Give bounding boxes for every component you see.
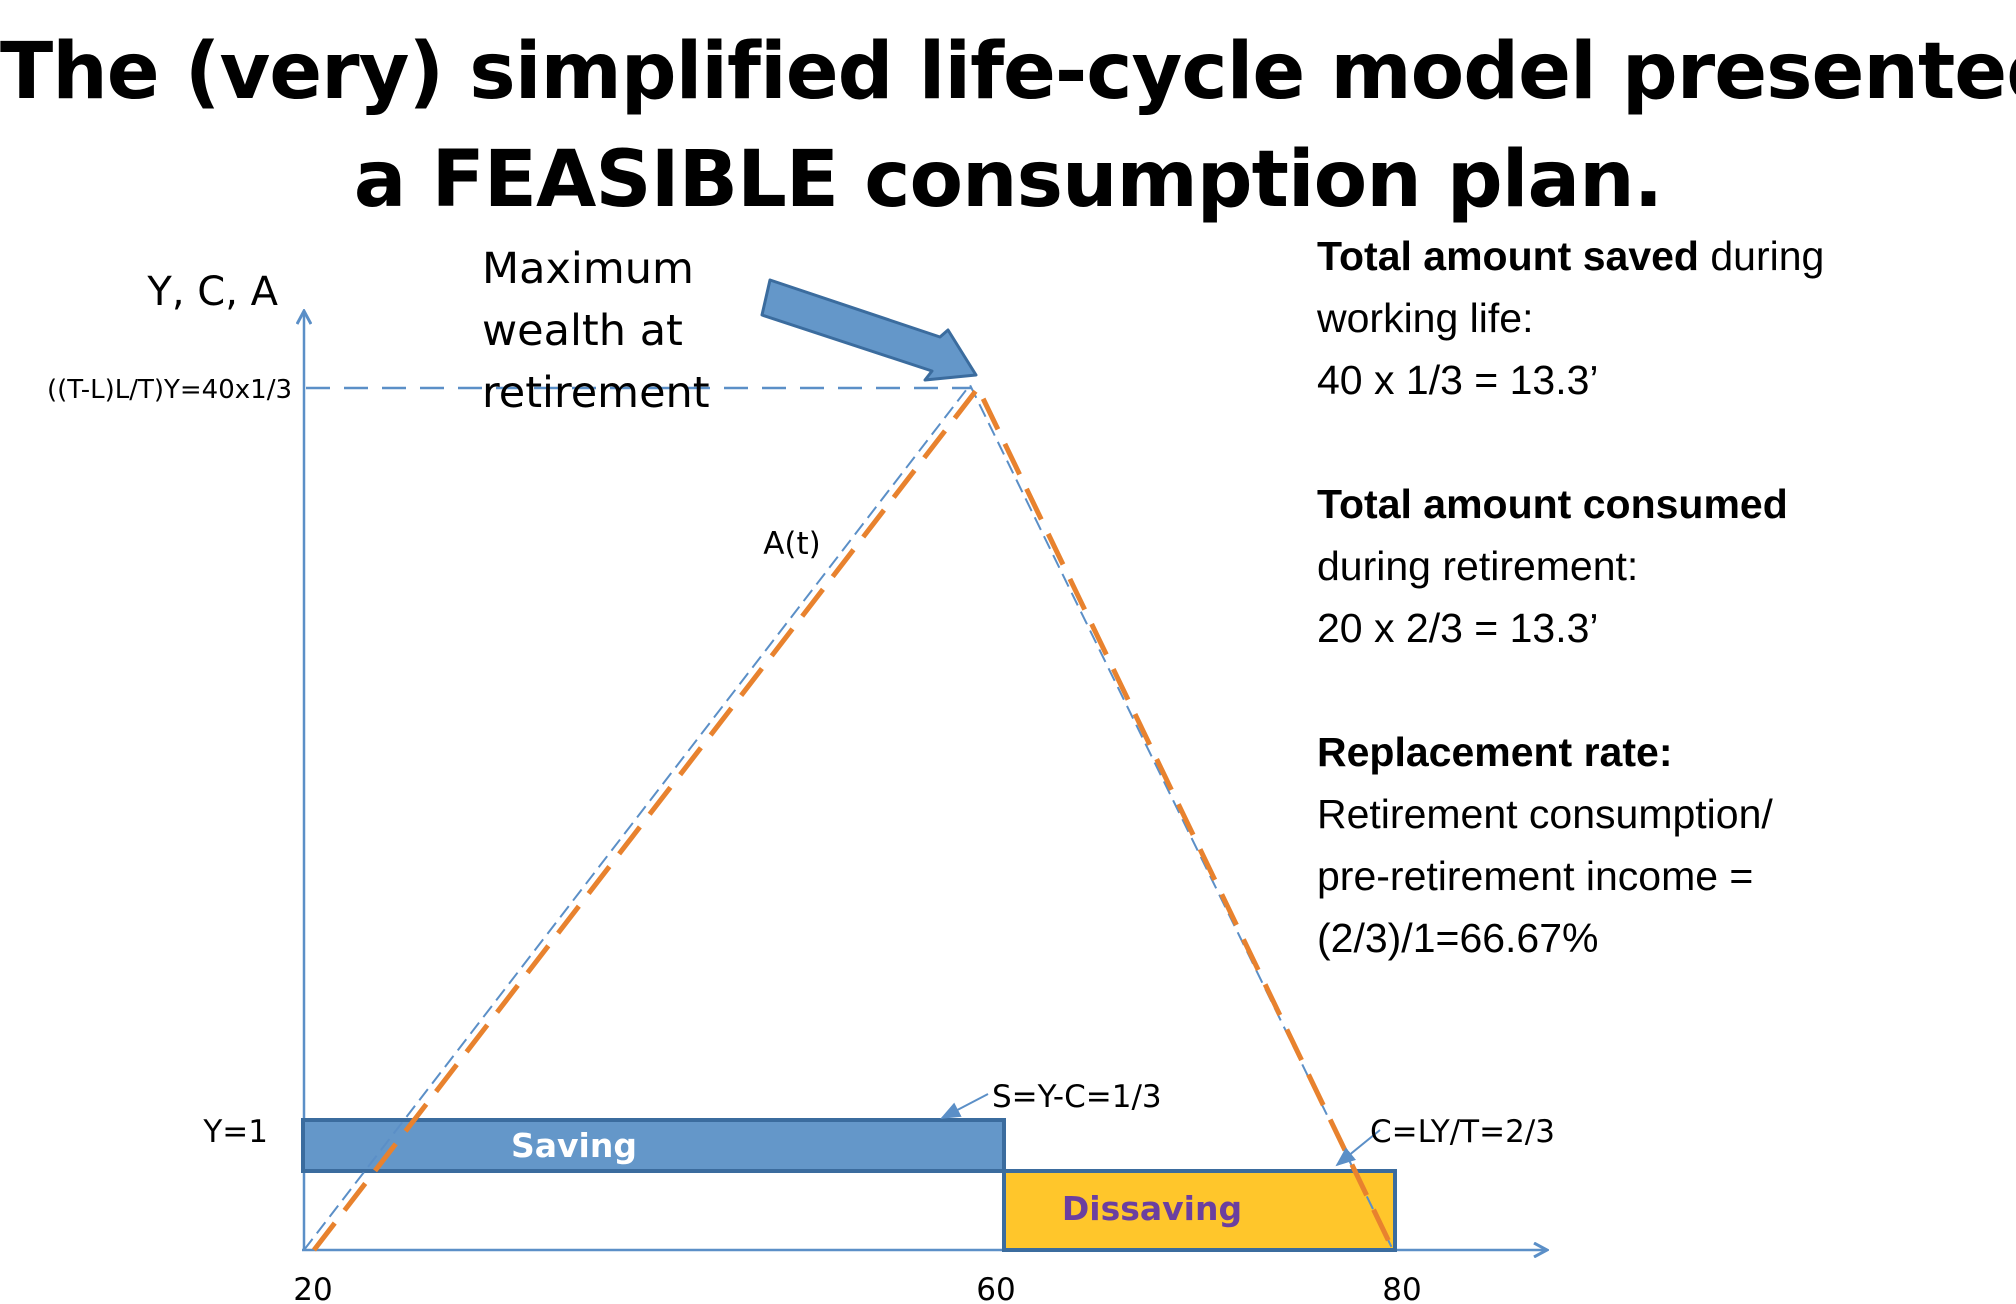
saving-rate-pointer bbox=[940, 1093, 989, 1119]
total-saved-heading: Total amount saved bbox=[1317, 233, 1699, 279]
replacement-rate-line-2: Retirement consumption/ bbox=[1317, 791, 1773, 837]
max-wealth-label: Maximum wealth at retirement bbox=[482, 238, 710, 424]
total-consumed-block: Total amount consumed during retirement:… bbox=[1317, 473, 1997, 659]
total-consumed-heading: Total amount consumed bbox=[1317, 481, 1788, 527]
saving-rate-label: S=Y-C=1/3 bbox=[992, 1079, 1162, 1115]
y-income-label: Y=1 bbox=[202, 1114, 268, 1150]
max-wealth-line-1: Maximum bbox=[482, 244, 694, 294]
total-saved-value: 40 x 1/3 = 13.3’ bbox=[1317, 357, 1599, 403]
dissaving-bar-label: Dissaving bbox=[1062, 1189, 1242, 1228]
replacement-rate-line-3: pre-retirement income = bbox=[1317, 853, 1754, 899]
replacement-rate-value: (2/3)/1=66.67% bbox=[1317, 915, 1599, 961]
summary-panel: Total amount saved during working life: … bbox=[1317, 225, 1997, 969]
total-saved-line-2: working life: bbox=[1317, 295, 1534, 341]
total-saved-block: Total amount saved during working life: … bbox=[1317, 225, 1997, 411]
max-wealth-line-2: wealth at bbox=[482, 306, 683, 356]
wealth-path-orange bbox=[312, 383, 1396, 1252]
dissaving-bar bbox=[1002, 1169, 1397, 1252]
y-top-value-label: ((T-L)L/T)Y=40x1/3 bbox=[47, 375, 292, 405]
title-line-2: a FEASIBLE consumption plan. bbox=[353, 135, 1664, 225]
x-tick-20: 20 bbox=[293, 1272, 332, 1304]
y-axis-label: Y, C, A bbox=[146, 269, 278, 315]
max-wealth-line-3: retirement bbox=[482, 368, 710, 418]
x-tick-80: 80 bbox=[1382, 1272, 1421, 1304]
consumption-rate-pointer bbox=[1335, 1129, 1381, 1167]
x-tick-60: 60 bbox=[976, 1272, 1015, 1304]
total-saved-heading-rest: during bbox=[1698, 233, 1825, 279]
consumption-rate-label: C=LY/T=2/3 bbox=[1370, 1114, 1555, 1150]
saving-bar bbox=[301, 1118, 1006, 1173]
slide-title: The (very) simplified life-cycle model p… bbox=[0, 18, 2016, 234]
replacement-rate-block: Replacement rate: Retirement consumption… bbox=[1317, 721, 1997, 969]
max-wealth-arrow bbox=[760, 278, 978, 382]
replacement-rate-heading: Replacement rate: bbox=[1317, 729, 1673, 775]
saving-bar-label: Saving bbox=[511, 1126, 637, 1165]
total-consumed-line-2: during retirement: bbox=[1317, 543, 1639, 589]
total-consumed-value: 20 x 2/3 = 13.3’ bbox=[1317, 605, 1599, 651]
title-line-1: The (very) simplified life-cycle model p… bbox=[0, 27, 2016, 117]
wealth-curve-label: A(t) bbox=[763, 526, 821, 562]
